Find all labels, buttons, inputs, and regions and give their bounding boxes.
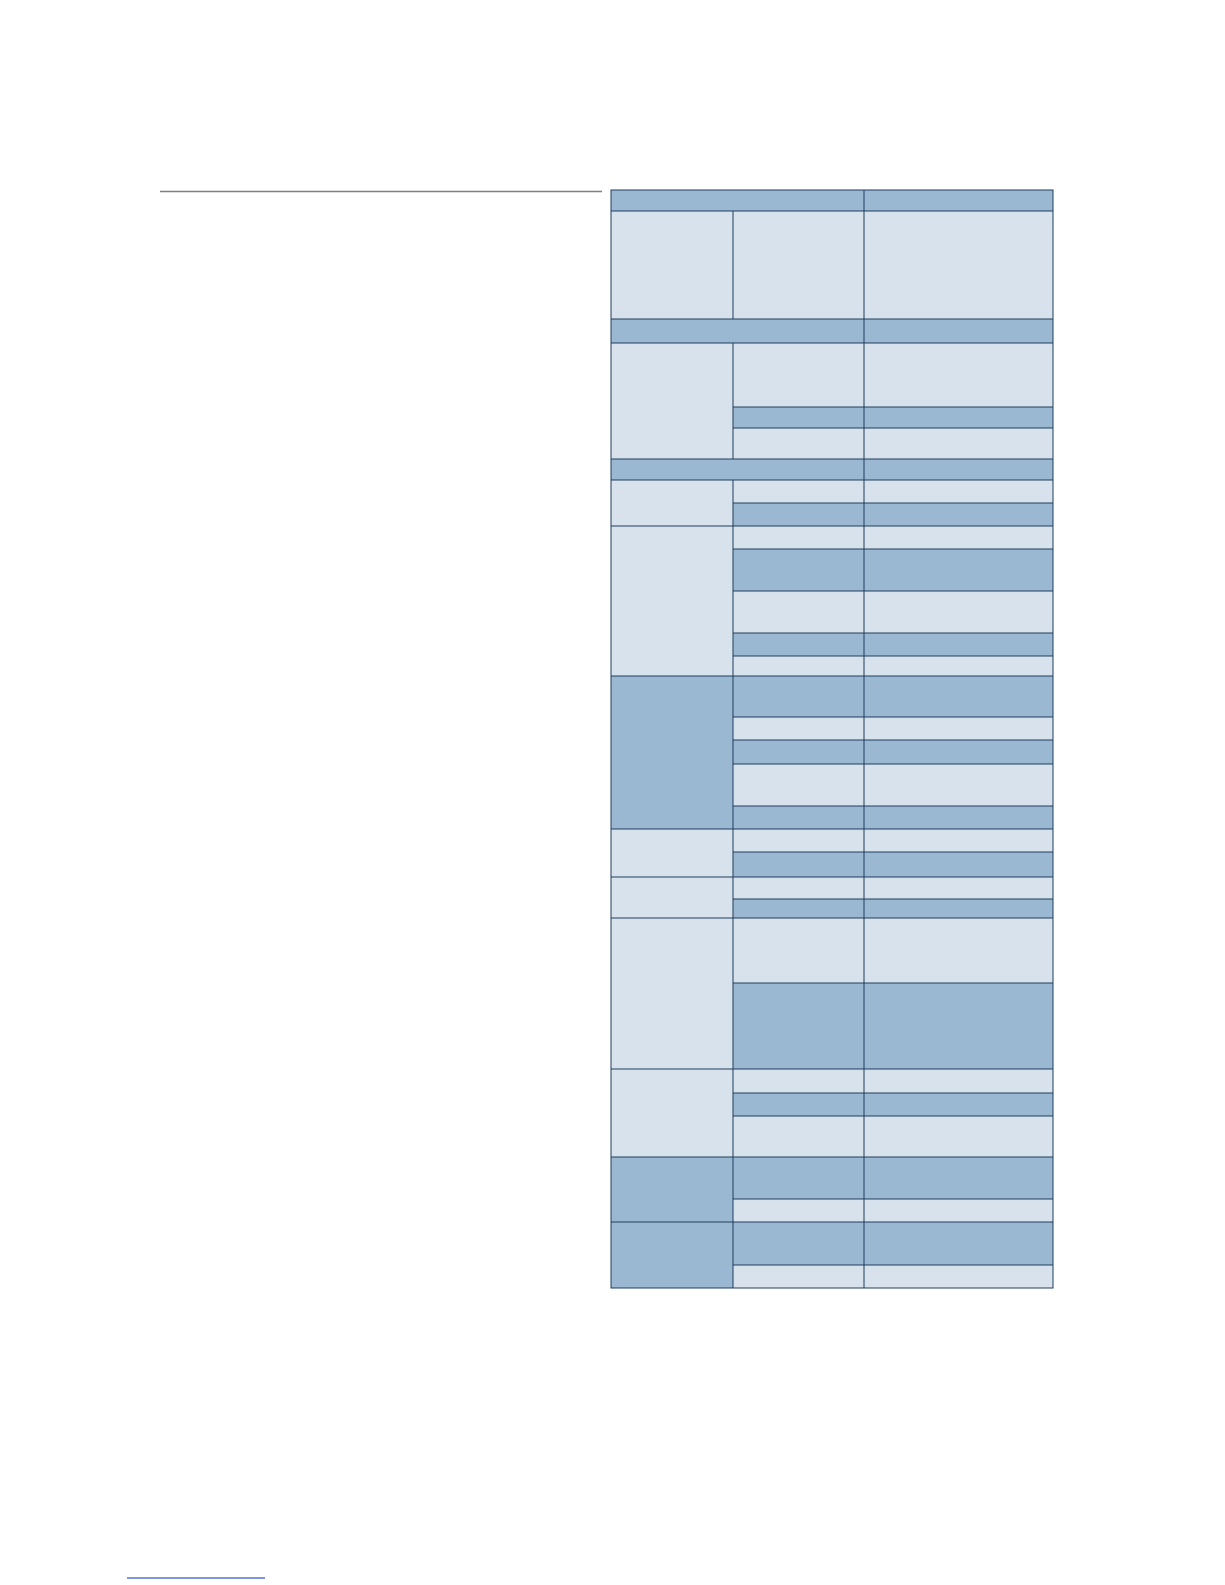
table-cell (610, 342, 734, 460)
table-cell (732, 1156, 865, 1200)
table-cell (732, 1221, 865, 1266)
table-cell (732, 917, 865, 984)
table-cell (863, 655, 1054, 677)
table-cell (863, 479, 1054, 504)
table-cell (732, 739, 865, 765)
table-cell (863, 548, 1054, 592)
table-cell (863, 917, 1054, 984)
table-cell (732, 898, 865, 919)
table-cell (732, 406, 865, 429)
table-cell (610, 189, 865, 212)
table-cell (863, 1092, 1054, 1117)
table-cell (863, 632, 1054, 657)
table-cell (863, 525, 1054, 550)
table-cell (732, 1068, 865, 1094)
table-cell (863, 590, 1054, 634)
table-cell (863, 1264, 1054, 1289)
table-cell (610, 1221, 734, 1289)
table-cell (863, 1156, 1054, 1200)
table-cell (863, 1198, 1054, 1223)
table-cell (732, 876, 865, 900)
table-cell (732, 1092, 865, 1117)
table-cell (610, 876, 734, 919)
table-cell (732, 1264, 865, 1289)
table-cell (732, 590, 865, 634)
table-cell (863, 342, 1054, 408)
table-cell (610, 828, 734, 878)
table-cell (863, 210, 1054, 320)
table-cell (732, 632, 865, 657)
table-cell (732, 427, 865, 460)
table-cell (863, 805, 1054, 830)
table-cell (863, 851, 1054, 878)
table-cell (732, 805, 865, 830)
table-cell (863, 502, 1054, 527)
table-cell (732, 342, 865, 408)
table-cell (863, 318, 1054, 344)
table (610, 189, 1054, 1289)
table-cell (863, 189, 1054, 212)
table-cell (732, 828, 865, 853)
table-cell (610, 1156, 734, 1223)
table-cell (732, 525, 865, 550)
table-cell (732, 982, 865, 1070)
table-cell (732, 1115, 865, 1158)
table-cell (863, 1115, 1054, 1158)
table-cell (863, 763, 1054, 807)
table-cell (863, 876, 1054, 900)
table-cell (732, 675, 865, 718)
table-cell (610, 675, 734, 830)
table-cell (863, 427, 1054, 460)
table-cell (732, 763, 865, 807)
table-cell (610, 1068, 734, 1158)
table-cell (732, 1198, 865, 1223)
table-cell (732, 479, 865, 504)
table-cell (863, 406, 1054, 429)
table-cell (732, 210, 865, 320)
table-cell (732, 655, 865, 677)
table-cell (863, 739, 1054, 765)
table-cell (732, 851, 865, 878)
table-cell (863, 458, 1054, 481)
table-cell (863, 982, 1054, 1070)
table-cell (863, 716, 1054, 741)
table-cell (610, 210, 734, 320)
table-cell (732, 502, 865, 527)
table-cell (863, 898, 1054, 919)
table-cell (863, 828, 1054, 853)
table-cell (863, 1221, 1054, 1266)
table-cell (610, 479, 734, 527)
table-cell (610, 458, 865, 481)
table-cell (610, 525, 734, 677)
table-cell (863, 1068, 1054, 1094)
table-cell (610, 318, 865, 344)
table-cell (863, 675, 1054, 718)
table-cell (610, 917, 734, 1070)
table-cell (732, 548, 865, 592)
table-cell (732, 716, 865, 741)
